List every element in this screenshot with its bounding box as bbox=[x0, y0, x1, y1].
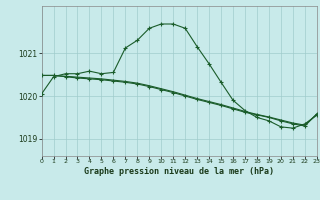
X-axis label: Graphe pression niveau de la mer (hPa): Graphe pression niveau de la mer (hPa) bbox=[84, 167, 274, 176]
